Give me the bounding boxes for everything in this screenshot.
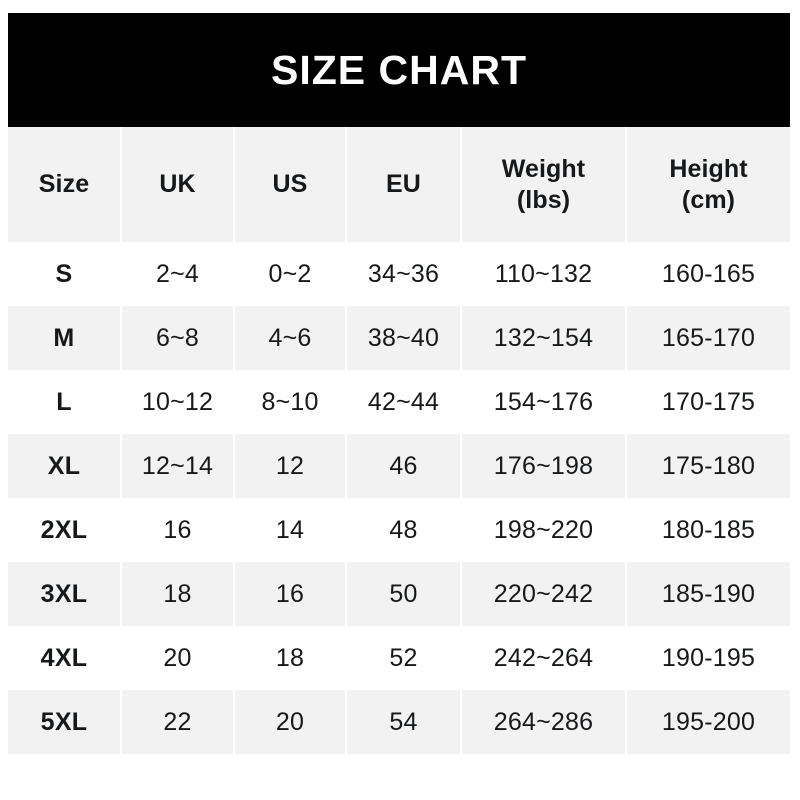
column-header-height-line2: (cm) <box>681 185 736 214</box>
cell-height: 180-185 <box>661 515 756 544</box>
column-header-uk: UK <box>122 127 235 242</box>
cell-eu: 46 <box>347 434 462 498</box>
column-header-size: Size <box>8 127 122 242</box>
column-header-weight: Weight (lbs) <box>462 127 627 242</box>
column-header-eu-line1: EU <box>386 170 421 199</box>
cell-uk: 10~12 <box>122 370 235 434</box>
table-row: XL 12~14 12 46 176~198 175-180 <box>8 434 790 498</box>
cell-size: 2XL <box>8 498 122 562</box>
cell-height: 160-165 <box>661 259 756 288</box>
cell-weight: 132~154 <box>462 306 627 370</box>
cell-eu: 52 <box>347 626 462 690</box>
column-header-uk-line1: UK <box>159 170 196 199</box>
cell-uk: 18 <box>122 562 235 626</box>
cell-height: 195-200 <box>661 707 756 736</box>
table-row: S 2~4 0~2 34~36 110~132 160-165 <box>8 242 790 306</box>
cell-size: S <box>8 242 122 306</box>
table-row: 4XL 20 18 52 242~264 190-195 <box>8 626 790 690</box>
table-body: S 2~4 0~2 34~36 110~132 160-165 M 6~8 4~6 38~40 13… <box>8 242 790 754</box>
cell-height: 185-190 <box>661 579 756 608</box>
table-row: L 10~12 8~10 42~44 154~176 170-175 <box>8 370 790 434</box>
size-chart-table: Size UK US EU Weight (lbs) Height (cm) <box>8 127 790 754</box>
cell-us: 0~2 <box>235 242 347 306</box>
table-row: 3XL 18 16 50 220~242 185-190 <box>8 562 790 626</box>
cell-uk: 12~14 <box>122 434 235 498</box>
cell-us: 20 <box>235 690 347 754</box>
column-header-weight-line1: Weight <box>501 155 586 183</box>
table-row: 5XL 22 20 54 264~286 195-200 <box>8 690 790 754</box>
page-title: SIZE CHART <box>271 46 527 93</box>
column-header-us: US <box>235 127 347 242</box>
column-header-weight-line2: (lbs) <box>516 185 571 214</box>
cell-eu: 42~44 <box>347 370 462 434</box>
cell-height: 170-175 <box>661 387 756 416</box>
cell-uk: 2~4 <box>122 242 235 306</box>
cell-size: 3XL <box>8 562 122 626</box>
cell-weight: 110~132 <box>462 242 627 306</box>
cell-size: L <box>8 370 122 434</box>
cell-size: 4XL <box>8 626 122 690</box>
cell-us: 8~10 <box>235 370 347 434</box>
cell-weight: 176~198 <box>462 434 627 498</box>
cell-weight: 198~220 <box>462 498 627 562</box>
column-header-height-line1: Height <box>669 155 748 183</box>
table-row: 2XL 16 14 48 198~220 180-185 <box>8 498 790 562</box>
cell-eu: 34~36 <box>347 242 462 306</box>
cell-uk: 22 <box>122 690 235 754</box>
cell-weight: 242~264 <box>462 626 627 690</box>
cell-eu: 50 <box>347 562 462 626</box>
cell-height: 175-180 <box>661 451 756 480</box>
cell-us: 14 <box>235 498 347 562</box>
cell-us: 16 <box>235 562 347 626</box>
cell-size: M <box>8 306 122 370</box>
cell-weight: 220~242 <box>462 562 627 626</box>
cell-eu: 38~40 <box>347 306 462 370</box>
cell-us: 12 <box>235 434 347 498</box>
cell-uk: 6~8 <box>122 306 235 370</box>
cell-weight: 154~176 <box>462 370 627 434</box>
column-header-height: Height (cm) <box>627 127 790 242</box>
title-banner: SIZE CHART <box>8 13 790 127</box>
cell-weight: 264~286 <box>462 690 627 754</box>
table-row: M 6~8 4~6 38~40 132~154 165-170 <box>8 306 790 370</box>
cell-us: 4~6 <box>235 306 347 370</box>
cell-eu: 48 <box>347 498 462 562</box>
column-header-size-line1: Size <box>38 170 90 199</box>
cell-size: XL <box>8 434 122 498</box>
table-header: Size UK US EU Weight (lbs) Height (cm) <box>8 127 790 242</box>
header-row: Size UK US EU Weight (lbs) Height (cm) <box>8 127 790 242</box>
column-header-eu: EU <box>347 127 462 242</box>
cell-height: 190-195 <box>661 643 756 672</box>
cell-uk: 16 <box>122 498 235 562</box>
cell-eu: 54 <box>347 690 462 754</box>
cell-uk: 20 <box>122 626 235 690</box>
cell-height: 165-170 <box>661 323 756 352</box>
column-header-us-line1: US <box>272 170 308 199</box>
cell-size: 5XL <box>8 690 122 754</box>
cell-us: 18 <box>235 626 347 690</box>
